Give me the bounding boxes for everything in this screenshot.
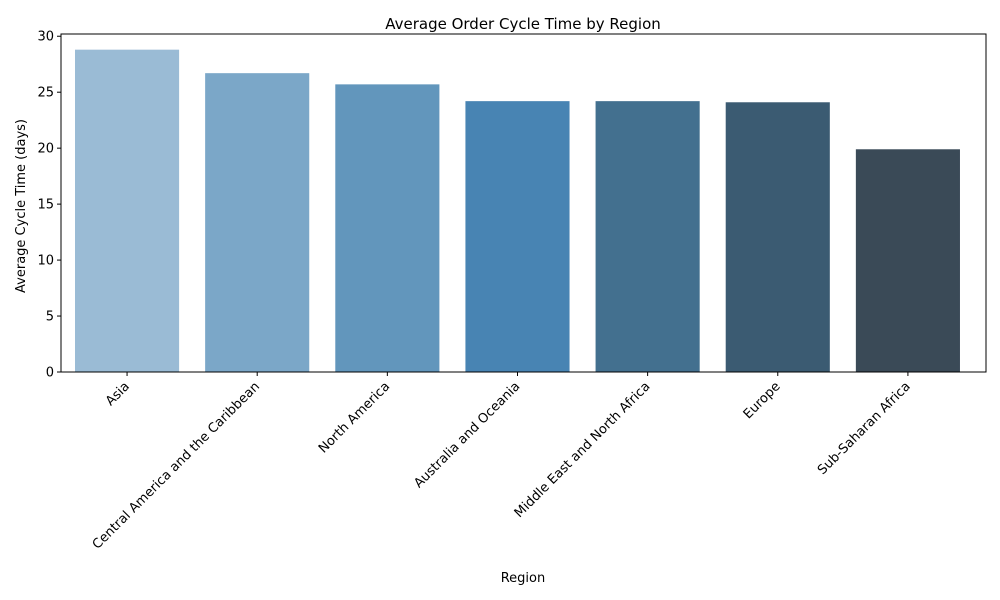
bar-1 <box>205 73 310 373</box>
x-tick-label-6: Sub-Saharan Africa <box>815 379 914 478</box>
bar-4 <box>595 101 700 373</box>
y-tick-label-2: 10 <box>37 254 54 269</box>
y-tick-label-6: 30 <box>37 30 54 45</box>
x-tick-label-0: Asia <box>103 379 133 409</box>
y-tick-label-0: 0 <box>46 366 54 381</box>
x-tick-label-4: Middle East and North Africa <box>512 379 654 521</box>
y-tick-label-1: 5 <box>46 310 54 325</box>
bar-5 <box>725 102 830 373</box>
y-axis: 0 5 10 15 20 25 30 <box>37 30 61 381</box>
y-tick-label-5: 25 <box>37 86 54 101</box>
bar-2 <box>335 84 440 373</box>
bar-3 <box>465 101 570 373</box>
bar-0 <box>75 49 180 373</box>
plot-frame <box>60 33 987 373</box>
bars-layer <box>75 49 960 373</box>
y-tick-label-3: 15 <box>37 198 54 213</box>
x-tick-label-5: Europe <box>741 379 784 422</box>
y-tick-label-4: 20 <box>37 142 54 157</box>
bar-6 <box>855 149 960 372</box>
y-axis-label: Average Cycle Time (days) <box>14 119 29 293</box>
x-tick-label-2: North America <box>316 379 393 456</box>
x-tick-label-3: Australia and Oceania <box>411 379 523 491</box>
chart-title: Average Order Cycle Time by Region <box>385 15 661 33</box>
x-axis-label: Region <box>501 571 546 586</box>
